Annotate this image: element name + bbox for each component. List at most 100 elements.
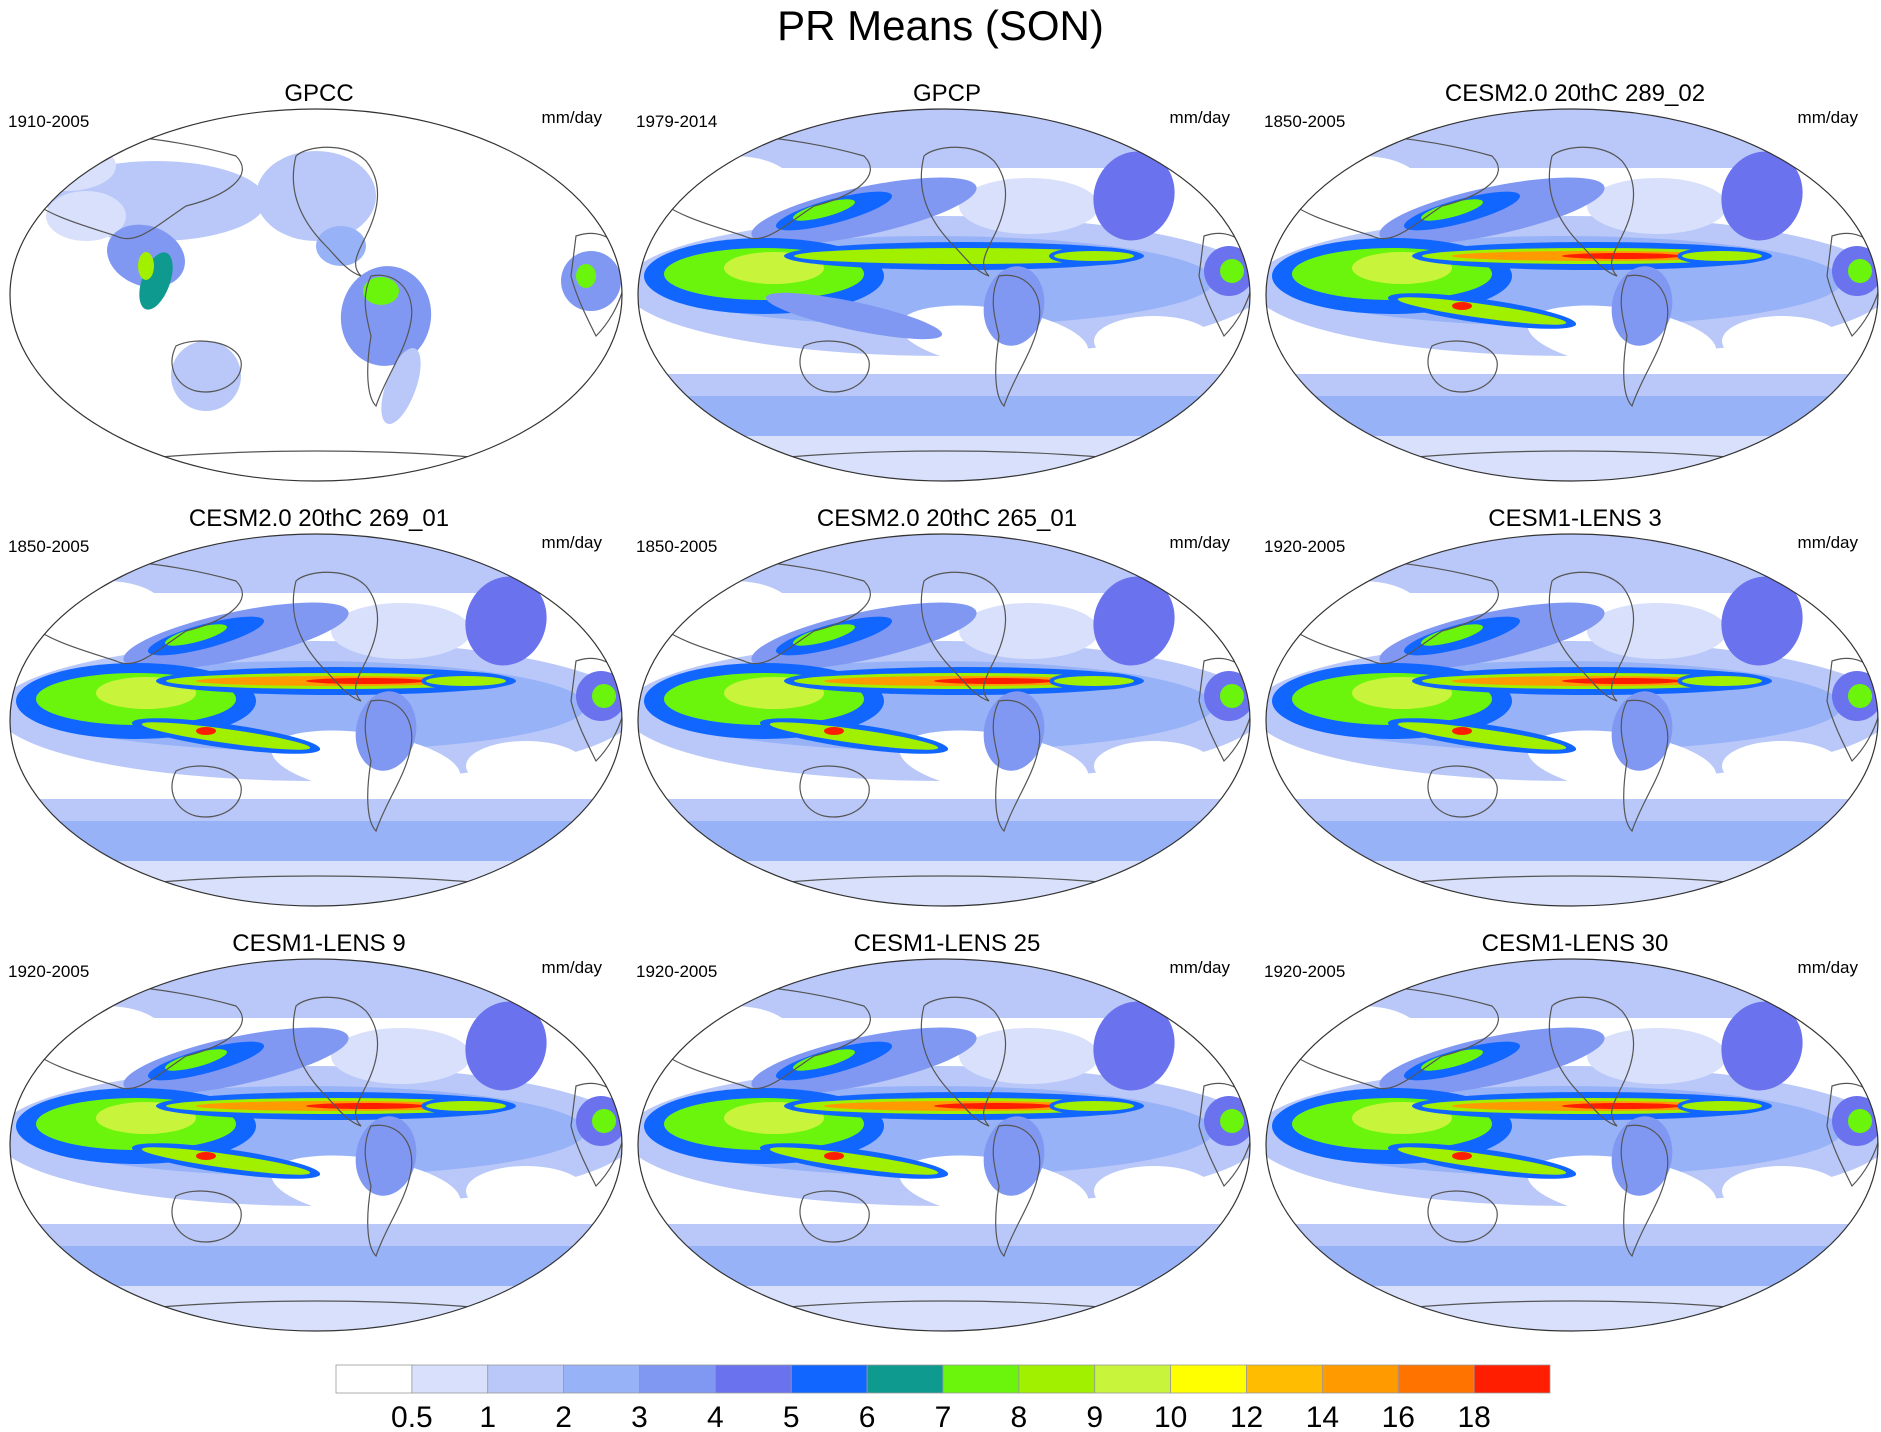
australia-outline bbox=[799, 340, 870, 393]
africa-precip bbox=[592, 1109, 616, 1133]
map-plot bbox=[1265, 108, 1879, 482]
dry-zone-south-atlantic bbox=[1094, 316, 1214, 366]
south-america-outline bbox=[992, 699, 1041, 833]
south-america-precip bbox=[355, 691, 417, 771]
asia-precip bbox=[46, 191, 126, 241]
map-panel: CESM1-LENS 30 1920-2005 mm/day bbox=[1262, 930, 1881, 1340]
spcz bbox=[141, 722, 311, 750]
map-plot bbox=[637, 958, 1251, 1332]
north-america-outline bbox=[292, 571, 379, 702]
south-america-outline bbox=[1620, 699, 1669, 833]
panel-units: mm/day bbox=[1169, 108, 1230, 127]
africa-precip bbox=[1220, 1109, 1244, 1133]
colorbar-label: 3 bbox=[631, 1401, 648, 1432]
map-plot bbox=[1265, 958, 1879, 1332]
spcz-core bbox=[1452, 727, 1472, 735]
panel-units: mm/day bbox=[1169, 533, 1230, 552]
south-america-precip bbox=[983, 1116, 1045, 1196]
north-america-outline bbox=[1548, 996, 1635, 1127]
panel-units: mm/day bbox=[1797, 108, 1858, 127]
itcz-pacific-core bbox=[934, 678, 1054, 684]
north-atlantic-storm-track bbox=[1721, 576, 1803, 666]
panel-title: GPCC bbox=[284, 80, 354, 107]
map-panel: GPCP 1979-2014 mm/day bbox=[634, 80, 1260, 490]
south-america-outline bbox=[364, 699, 413, 833]
australia-precip bbox=[171, 341, 241, 411]
panel-period: 1920-2005 bbox=[636, 962, 718, 981]
panel-title: CESM1-LENS 3 bbox=[1488, 505, 1662, 532]
itcz-atlantic bbox=[1054, 251, 1134, 261]
itcz-pacific-core bbox=[1562, 678, 1682, 684]
colorbar-label: 18 bbox=[1457, 1401, 1490, 1432]
colorbar-label: 16 bbox=[1382, 1401, 1415, 1432]
spcz bbox=[769, 1147, 939, 1175]
africa-precip bbox=[1848, 684, 1872, 708]
itcz-atlantic bbox=[426, 676, 506, 686]
australia-outline bbox=[171, 765, 242, 818]
north-pacific-storm-track bbox=[165, 624, 227, 646]
south-america-outline bbox=[992, 1124, 1041, 1258]
dry-zone-north-pacific bbox=[1587, 1028, 1727, 1084]
dry-zone-north-pacific bbox=[1587, 178, 1727, 234]
dry-zone-south-atlantic bbox=[466, 1166, 586, 1216]
colorbar-label: 9 bbox=[1086, 1401, 1103, 1432]
panel-units: mm/day bbox=[1797, 533, 1858, 552]
dry-zone-asia bbox=[674, 156, 794, 216]
map-border bbox=[637, 958, 1251, 1332]
panel-title: CESM1-LENS 9 bbox=[232, 930, 406, 957]
south-america-precip bbox=[983, 266, 1045, 346]
colorbar-label: 5 bbox=[783, 1401, 800, 1432]
north-atlantic-storm-track bbox=[1721, 1001, 1803, 1091]
south-america-outline bbox=[992, 274, 1041, 408]
map-panel: CESM2.0 20thC 265_01 1850-2005 mm/day bbox=[634, 505, 1260, 915]
spcz-core bbox=[1452, 1152, 1472, 1160]
map-border bbox=[9, 533, 623, 907]
north-atlantic-storm-track bbox=[1721, 151, 1803, 241]
north-pacific-storm-track bbox=[165, 1049, 227, 1071]
map-border bbox=[637, 533, 1251, 907]
north-atlantic-storm-track bbox=[465, 576, 547, 666]
panel-title: CESM2.0 20thC 289_02 bbox=[1444, 80, 1706, 107]
itcz-pacific-core bbox=[934, 1103, 1054, 1109]
map-border bbox=[9, 958, 623, 1332]
north-america-outline bbox=[1548, 146, 1635, 277]
map-plot bbox=[637, 533, 1251, 907]
map-plot bbox=[9, 533, 623, 907]
north-pacific-storm-track bbox=[793, 624, 855, 646]
africa-precip bbox=[1220, 684, 1244, 708]
colorbar-swatch bbox=[1170, 1364, 1247, 1394]
dry-zone-south-atlantic bbox=[466, 741, 586, 791]
colorbar-swatch bbox=[1473, 1364, 1551, 1394]
panel-period: 1850-2005 bbox=[8, 537, 90, 556]
north-atlantic-storm-track bbox=[465, 1001, 547, 1091]
australia-outline bbox=[1427, 765, 1498, 818]
colorbar-label: 8 bbox=[1011, 1401, 1028, 1432]
south-america-outline bbox=[1620, 1124, 1669, 1258]
north-atlantic-storm-track bbox=[1093, 576, 1175, 666]
colorbar-label: 2 bbox=[555, 1401, 572, 1432]
africa-precip bbox=[592, 684, 616, 708]
colorbar-label: 10 bbox=[1154, 1401, 1187, 1432]
panel-units: mm/day bbox=[1797, 958, 1858, 977]
colorbar-label: 12 bbox=[1230, 1401, 1263, 1432]
itcz-atlantic bbox=[1054, 1101, 1134, 1111]
south-america-precip bbox=[381, 348, 421, 424]
dry-zone-north-pacific bbox=[959, 1028, 1099, 1084]
spcz-core bbox=[196, 1152, 216, 1160]
panel-period: 1920-2005 bbox=[8, 962, 90, 981]
amazon-precip bbox=[363, 277, 399, 305]
south-america-outline bbox=[1620, 274, 1669, 408]
map-panel: GPCC 1910-2005 mm/day bbox=[6, 80, 632, 490]
colorbar-label: 4 bbox=[707, 1401, 724, 1432]
south-america-precip bbox=[355, 1116, 417, 1196]
dry-zone-south-atlantic bbox=[1094, 741, 1214, 791]
map-panel: CESM1-LENS 9 1920-2005 mm/day bbox=[6, 930, 632, 1340]
itcz-pacific-core bbox=[306, 1103, 426, 1109]
colorbar-swatch bbox=[942, 1364, 1020, 1394]
colorbar-swatch bbox=[639, 1364, 716, 1394]
north-atlantic-storm-track bbox=[1093, 1001, 1175, 1091]
spcz bbox=[1397, 1147, 1567, 1175]
colorbar-swatch bbox=[563, 1364, 640, 1394]
panel-title: CESM1-LENS 30 bbox=[1481, 930, 1669, 957]
colorbar-swatch bbox=[1094, 1364, 1172, 1394]
